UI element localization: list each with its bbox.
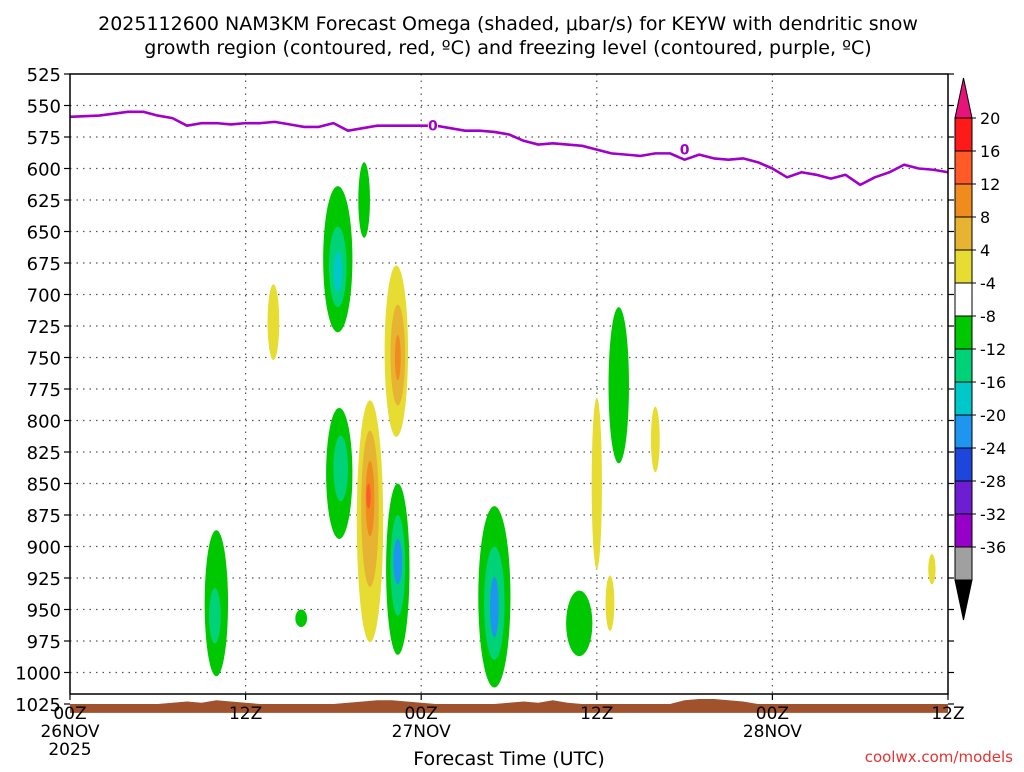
x-tick-label: 12Z — [931, 704, 964, 724]
colorbar-bin — [954, 117, 973, 152]
colorbar-label: -24 — [980, 439, 1006, 458]
omega-region — [650, 406, 660, 473]
omega-region — [566, 590, 593, 657]
plot-frame — [69, 73, 949, 695]
x-tick-date: 27NOV — [392, 722, 451, 742]
freezing-level-line — [69, 110, 949, 187]
omega-region — [928, 554, 936, 585]
colorbar-label: -32 — [980, 505, 1006, 524]
omega-region — [608, 307, 629, 464]
omega-region-core — [333, 435, 349, 502]
x-tick-date: 28NOV — [743, 722, 802, 742]
colorbar-label: -16 — [980, 373, 1006, 392]
colorbar-bin — [954, 414, 973, 449]
y-tick-label: 825 — [27, 443, 61, 464]
y-tick-label: 775 — [27, 380, 61, 401]
colorbar-label: 8 — [980, 208, 990, 227]
omega-region-core — [489, 576, 499, 638]
y-tick-label: 900 — [27, 538, 61, 559]
omega-region — [267, 284, 280, 361]
y-tick-label: 950 — [27, 601, 61, 622]
y-axis: 525 550 575 600 625 650 675 700 725 750 775 800 825 8… — [15, 65, 954, 716]
chart-title-line2: growth region (contoured, red, ºC) and f… — [144, 37, 871, 59]
y-tick-label: 725 — [27, 317, 61, 338]
omega-shading-layer — [204, 162, 936, 688]
y-tick-label: 925 — [27, 569, 61, 590]
x-axis-label: Forecast Time (UTC) — [413, 748, 604, 768]
y-tick-label: 600 — [27, 160, 61, 181]
y-tick-label: 575 — [27, 128, 61, 149]
watermark: coolwx.com/models — [865, 748, 1013, 766]
y-tick-label: 1025 — [15, 695, 61, 716]
chart-title-line1: 2025112600 NAM3KM Forecast Omega (shaded… — [98, 13, 918, 35]
omega-region-core — [393, 538, 403, 585]
omega-region-core — [366, 483, 371, 509]
colorbar-bin — [954, 249, 973, 284]
y-tick-label: 850 — [27, 475, 61, 496]
x-tick-label: 12Z — [229, 704, 262, 724]
omega-region-core — [394, 334, 401, 381]
colorbar-bin — [954, 348, 973, 383]
colorbar-label: -28 — [980, 472, 1006, 491]
y-tick-label: 750 — [27, 349, 61, 370]
freezing-level-label: 0 — [680, 143, 690, 159]
freezing-level-label: 0 — [428, 119, 438, 135]
omega-region — [591, 397, 602, 570]
y-tick-label: 650 — [27, 223, 61, 244]
colorbar-label: -36 — [980, 538, 1006, 557]
y-tick-label: 800 — [27, 412, 61, 433]
y-tick-label: 875 — [27, 506, 61, 527]
x-tick-label: 00Z — [53, 704, 86, 724]
omega-region — [358, 162, 370, 238]
colorbar-bin — [954, 546, 973, 581]
colorbar-label: -4 — [980, 274, 996, 293]
colorbar-bin — [954, 315, 973, 350]
omega-region-core — [333, 251, 343, 292]
y-tick-label: 625 — [27, 191, 61, 212]
omega-region-core — [209, 588, 221, 644]
colorbar-bin — [954, 150, 973, 185]
colorbar-bin — [954, 381, 973, 416]
freezing-level-label-bg — [427, 117, 438, 133]
terrain-band — [70, 698, 948, 713]
y-tick-label: 525 — [27, 65, 61, 86]
colorbar-bin — [954, 183, 973, 218]
colorbar-label: -8 — [980, 307, 996, 326]
colorbar-label: -12 — [980, 340, 1006, 359]
freezing-level-layer: 00 — [69, 110, 949, 187]
y-tick-label: 975 — [27, 632, 61, 653]
colorbar-label: 4 — [980, 241, 990, 260]
colorbar-bin — [954, 480, 973, 515]
y-tick-label: 700 — [27, 286, 61, 307]
colorbar-bin — [954, 216, 973, 251]
y-tick-label: 1000 — [15, 664, 61, 685]
y-tick-label: 675 — [27, 254, 61, 275]
colorbar-bin — [954, 447, 973, 482]
x-tick-label: 00Z — [405, 704, 438, 724]
colorbar-bottom-arrow — [954, 579, 973, 621]
colorbar: 20 16 12 8 4 -4 -8 -12 -16 -20 -24 -28 -32 -36 — [954, 77, 1006, 621]
colorbar-label: 16 — [980, 142, 1000, 161]
y-tick-label: 550 — [27, 97, 61, 118]
freezing-level-label-bg — [679, 141, 690, 157]
colorbar-label: 20 — [980, 109, 1000, 128]
colorbar-label: -20 — [980, 406, 1006, 425]
colorbar-bin — [954, 282, 973, 317]
terrain-layer — [70, 698, 948, 713]
colorbar-bin — [954, 513, 973, 548]
x-tick-date: 26NOV — [40, 722, 99, 742]
x-tick-label: 12Z — [580, 704, 613, 724]
x-tick-year: 2025 — [48, 740, 91, 760]
omega-region — [295, 609, 308, 628]
omega-region — [605, 575, 615, 631]
colorbar-label: 12 — [980, 175, 1000, 194]
colorbar-top-arrow — [954, 77, 973, 119]
x-tick-label: 00Z — [756, 704, 789, 724]
